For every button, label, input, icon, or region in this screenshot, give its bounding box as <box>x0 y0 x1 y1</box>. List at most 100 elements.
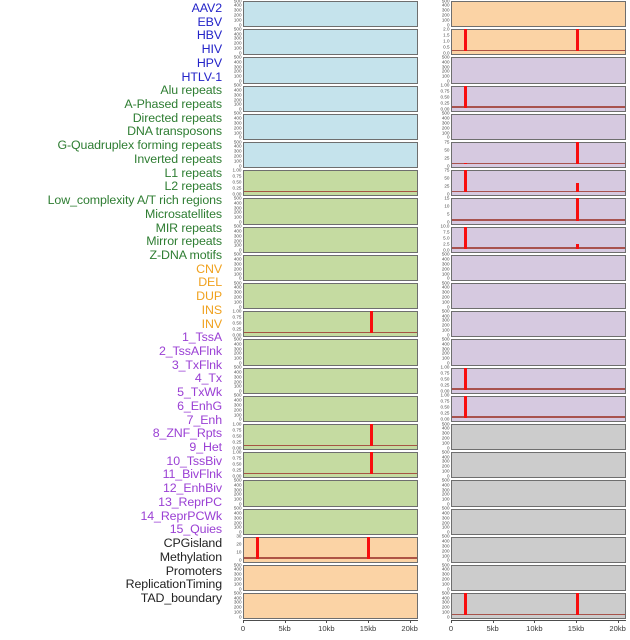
y-axis: 500 400 300 200 100 0 <box>434 534 451 564</box>
y-tick-label: 0 <box>238 614 242 620</box>
y-tick-label: 200 <box>233 12 242 18</box>
y-tick-label: 1.00 <box>232 421 242 427</box>
track-panel: 500 400 300 200 100 0 <box>434 54 626 84</box>
row-label-directed-repeats: Directed repeats <box>132 110 222 125</box>
y-axis: 500 400 300 200 100 0 <box>226 281 243 310</box>
row-label-hbv: HBV <box>196 28 222 43</box>
y-tick-label: 400 <box>441 454 450 460</box>
y-tick-label: 5.0 <box>443 235 450 241</box>
row-label-12-enhbiv: 12_EnhBiv <box>162 481 222 496</box>
track-panel: 500 400 300 200 100 0 <box>434 450 626 479</box>
y-tick-label: 200 <box>233 125 242 131</box>
y-tick-label: 200 <box>233 238 242 244</box>
y-tick-label: 500 <box>233 364 242 370</box>
y-tick-label: 500 <box>233 590 242 596</box>
data-bar <box>576 198 580 221</box>
row-label-cpgisland: CPGisland <box>163 536 222 551</box>
y-axis: 500 400 300 200 100 0 <box>434 590 451 620</box>
y-tick-label: 300 <box>233 487 242 493</box>
row-label-2-tssaflnk: 2_TssAFlnk <box>158 344 222 358</box>
y-tick-label: 200 <box>233 379 242 385</box>
y-tick-label: 200 <box>233 351 242 357</box>
y-axis: 15 10 5 0 <box>434 195 451 225</box>
y-axis: 500 400 300 200 100 0 <box>434 308 451 338</box>
y-tick-label: 0.00 <box>440 106 450 112</box>
y-axis: 500 400 300 200 100 0 <box>226 196 243 225</box>
x-tick-mark <box>576 620 577 624</box>
y-tick-label: 10 <box>444 203 450 209</box>
track-panel: 500 400 300 200 100 0 <box>226 55 418 84</box>
y-tick-label: 200 <box>441 604 450 610</box>
y-tick-label: 0 <box>238 50 242 56</box>
y-tick-label: 400 <box>233 369 242 375</box>
y-tick-label: 0 <box>446 304 450 310</box>
row-label-column: AAV2 EBV HBV HIV HPV HTLV-1 Alu repeats A-Phase… <box>0 0 222 620</box>
row-label-15-quies: 15_Quies <box>169 522 222 537</box>
y-tick-label: 0.50 <box>232 433 242 439</box>
y-tick-label: 0.5 <box>443 44 450 50</box>
y-tick-label: 75 <box>444 167 450 173</box>
data-bar <box>370 424 374 447</box>
row-label-8-znf-rpts: 8_ZNF_Rpts <box>152 426 222 441</box>
y-tick-label: 100 <box>441 17 450 23</box>
y-tick-label: 500 <box>441 308 450 314</box>
y-tick-label: 0.25 <box>232 439 242 445</box>
y-tick-label: 500 <box>233 223 242 229</box>
baseline <box>244 444 417 447</box>
plot-area <box>451 57 626 84</box>
x-tick-mark <box>617 620 619 624</box>
y-tick-label: 400 <box>233 256 242 262</box>
data-bar <box>370 452 374 475</box>
y-tick-label: 300 <box>441 64 450 70</box>
baseline <box>452 218 625 221</box>
y-tick-label: 500 <box>441 590 450 596</box>
y-tick-label: 200 <box>441 548 450 554</box>
plot-area <box>243 254 418 281</box>
plot-area <box>451 508 626 535</box>
y-tick-label: 200 <box>233 97 242 103</box>
y-tick-label: 2.0 <box>443 26 450 32</box>
y-tick-label: 0 <box>238 501 242 507</box>
y-tick-label: 500 <box>441 54 450 60</box>
track-panel: 1.00 0.75 0.50 0.25 0.00 <box>434 393 626 423</box>
plot-area <box>243 1 418 28</box>
y-axis: 500 400 300 200 100 0 <box>226 83 243 113</box>
row-label-5-txwk: 5_TxWk <box>177 385 222 400</box>
y-tick-label: 1.00 <box>440 82 450 88</box>
y-tick-label: 300 <box>233 233 242 239</box>
track-panel: 15 10 5 0 <box>434 195 626 225</box>
x-tick-label: 15kb <box>567 624 585 634</box>
baseline <box>452 162 625 165</box>
plot-area <box>451 85 626 112</box>
y-tick-label: 200 <box>441 69 450 75</box>
x-tick-label: 0 <box>240 624 246 634</box>
y-tick-label: 0.50 <box>232 179 242 185</box>
baseline <box>244 331 417 334</box>
y-tick-label: 500 <box>441 0 450 4</box>
y-axis: 10.0 7.5 5.0 2.5 0.0 <box>434 224 451 254</box>
y-tick-label: 0.25 <box>440 100 450 106</box>
track-panel: 500 400 300 200 100 0 <box>434 506 626 536</box>
y-tick-label: 400 <box>233 482 242 488</box>
baseline <box>452 190 625 193</box>
y-tick-label: 100 <box>441 581 450 587</box>
y-tick-label: 200 <box>441 576 450 582</box>
plot-area <box>243 283 418 310</box>
y-tick-label: 200 <box>233 407 242 413</box>
x-tick-label: 20kb <box>401 624 418 634</box>
track-panel: 1.00 0.75 0.50 0.25 0.00 <box>434 82 626 113</box>
y-tick-label: 0 <box>238 247 242 253</box>
y-axis: 500 400 300 200 100 0 <box>226 478 243 507</box>
x-axis-line <box>243 620 418 622</box>
plot-area <box>243 85 418 112</box>
y-tick-label: 0.00 <box>232 191 242 197</box>
y-tick-label: 0.75 <box>232 314 242 320</box>
y-tick-label: 15 <box>444 195 450 201</box>
track-panel: 500 400 300 200 100 0 <box>226 337 418 366</box>
y-tick-label: 0.75 <box>232 173 242 179</box>
y-tick-label: 400 <box>441 341 450 347</box>
y-tick-label: 50 <box>444 175 450 181</box>
y-tick-label: 400 <box>233 341 242 347</box>
y-tick-label: 0 <box>238 388 242 394</box>
plot-area <box>243 339 418 366</box>
